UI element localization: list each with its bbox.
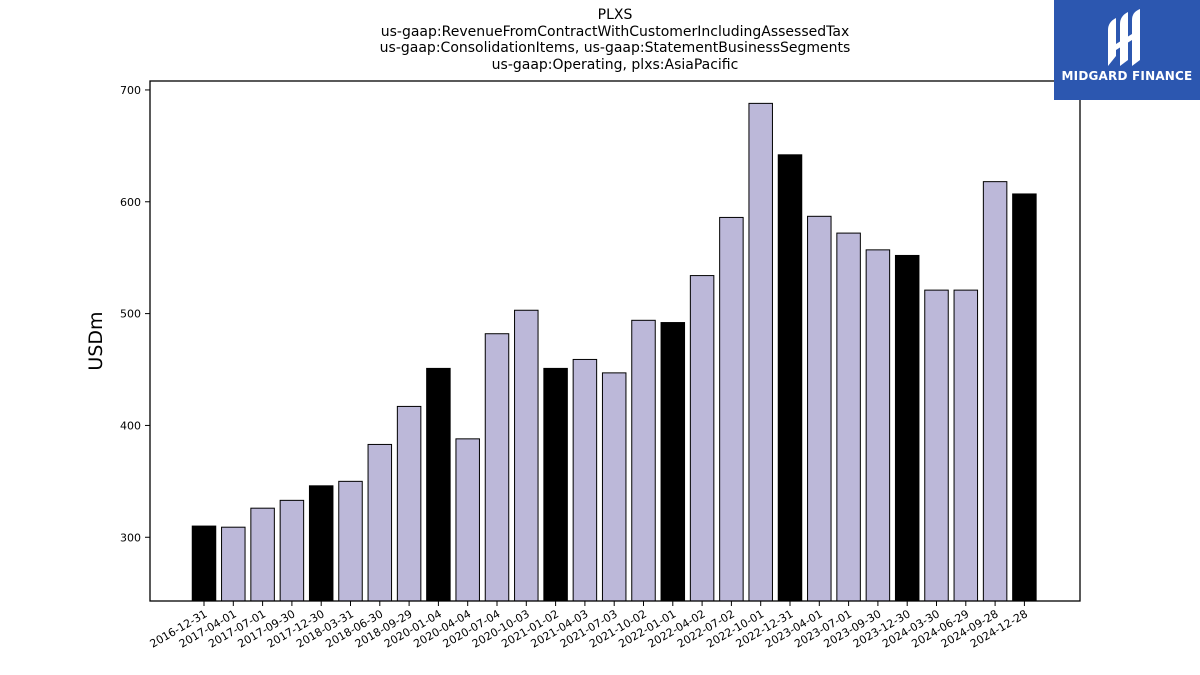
- chart-bar: [396, 405, 422, 602]
- chart-bar: [426, 367, 451, 602]
- y-tick-label: 300: [120, 531, 141, 544]
- chart-bar: [719, 216, 744, 602]
- chart-bar: [250, 507, 275, 602]
- chart-bar: [631, 319, 656, 602]
- chart-bar: [484, 333, 510, 602]
- chart-title-concept: us-gaap:RevenueFromContractWithCustomerI…: [380, 24, 850, 40]
- chart-bar: [982, 181, 1008, 602]
- chart-bar: [1012, 193, 1037, 602]
- logo-text: MIDGARD FINANCE: [1061, 69, 1193, 83]
- chart-bar: [865, 249, 891, 602]
- chart-bar: [221, 526, 246, 602]
- logo-mark-icon: [1108, 9, 1140, 66]
- chart-bar: [191, 525, 217, 602]
- y-tick-label: 500: [120, 308, 141, 321]
- y-tick-label: 700: [120, 84, 141, 97]
- chart-bar: [601, 372, 627, 602]
- plot-frame: [149, 80, 1081, 602]
- chart-bar: [367, 443, 393, 602]
- chart-bar: [807, 215, 832, 602]
- chart-bar: [836, 232, 861, 602]
- chart-bar: [543, 367, 568, 602]
- chart-bar: [279, 499, 305, 602]
- y-tick-label: 600: [120, 196, 141, 209]
- chart-bar: [338, 480, 363, 602]
- chart-title-ticker: PLXS: [597, 7, 633, 23]
- chart-bar: [572, 358, 598, 602]
- chart-title-axes: us-gaap:ConsolidationItems, us-gaap:Stat…: [379, 40, 851, 56]
- chart-bar: [894, 254, 920, 602]
- chart-bar: [514, 309, 539, 602]
- chart-bar: [777, 154, 803, 602]
- chart-bar: [455, 438, 480, 602]
- brand-logo: MIDGARD FINANCE: [1054, 0, 1200, 100]
- chart-bar: [689, 275, 715, 602]
- chart-bar: [748, 102, 773, 602]
- y-axis-label: USDm: [85, 311, 107, 370]
- chart-bar: [308, 485, 334, 602]
- y-tick-label: 400: [120, 419, 141, 432]
- chart-title-members: us-gaap:Operating, plxs:AsiaPacific: [491, 57, 739, 73]
- chart-bar: [924, 289, 949, 602]
- chart-bar: [660, 322, 686, 602]
- chart-bar: [953, 289, 979, 602]
